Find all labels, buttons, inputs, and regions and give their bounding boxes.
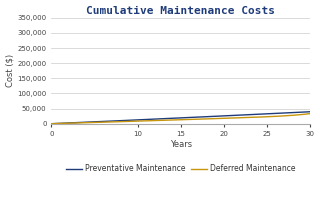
Preventative Maintenance <box>222 115 226 117</box>
Deferred Maintenance <box>116 120 120 123</box>
Deferred Maintenance <box>95 121 99 124</box>
Preventative Maintenance <box>202 116 206 118</box>
Preventative Maintenance <box>50 122 53 125</box>
Deferred Maintenance <box>222 117 226 120</box>
Line: Deferred Maintenance: Deferred Maintenance <box>52 114 310 124</box>
X-axis label: Years: Years <box>170 140 192 149</box>
Deferred Maintenance <box>202 118 206 120</box>
Y-axis label: Cost ($): Cost ($) <box>5 54 14 87</box>
Preventative Maintenance <box>244 114 248 116</box>
Preventative Maintenance <box>116 119 120 122</box>
Deferred Maintenance <box>50 122 53 125</box>
Deferred Maintenance <box>308 112 312 115</box>
Title: Cumulative Maintenance Costs: Cumulative Maintenance Costs <box>86 6 275 16</box>
Deferred Maintenance <box>166 119 170 121</box>
Preventative Maintenance <box>95 120 99 123</box>
Deferred Maintenance <box>244 116 248 119</box>
Preventative Maintenance <box>166 117 170 120</box>
Line: Preventative Maintenance: Preventative Maintenance <box>52 112 310 124</box>
Preventative Maintenance <box>308 110 312 113</box>
Legend: Preventative Maintenance, Deferred Maintenance: Preventative Maintenance, Deferred Maint… <box>63 161 298 177</box>
